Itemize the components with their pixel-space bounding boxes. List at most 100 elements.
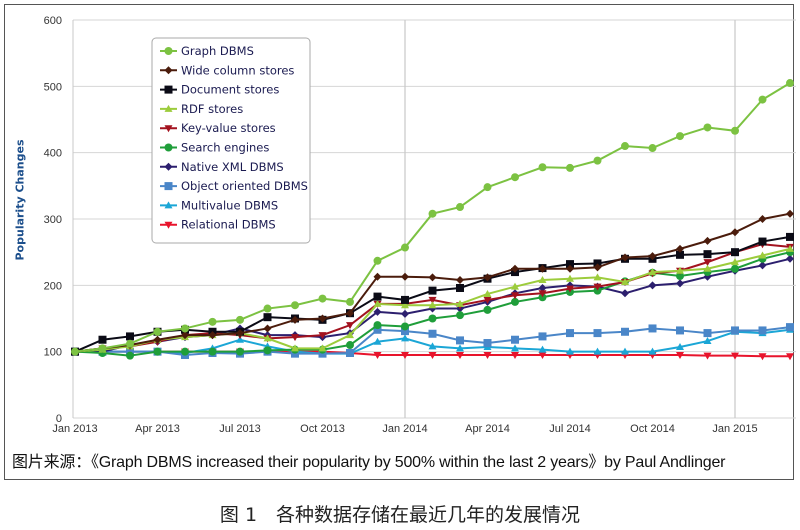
legend-marker-icon xyxy=(164,201,173,209)
series-graph-dbms xyxy=(71,79,794,356)
data-point-multivalue-dbms xyxy=(428,342,437,350)
line-chart: 0 100 200 300 400 500 600 Jan 2013 Apr 2013 Jul 2… xyxy=(44,15,796,435)
data-point-wide-column-stores xyxy=(318,314,327,323)
legend-label: Multivalue DBMS xyxy=(181,198,278,212)
legend-marker-icon xyxy=(164,182,173,191)
data-point-multivalue-dbms xyxy=(703,337,712,345)
data-point-rdf-stores xyxy=(676,266,684,274)
legend-marker-icon xyxy=(164,85,173,94)
data-point-rdf-stores xyxy=(346,331,354,339)
data-point-relational-dbms xyxy=(676,351,684,359)
data-point-document-stores xyxy=(456,283,464,292)
data-point-multivalue-dbms xyxy=(648,347,657,355)
legend-item-native-xml-dbms: Native XML DBMS xyxy=(160,160,284,174)
data-point-native-xml-dbms xyxy=(676,279,684,288)
data-point-graph-dbms xyxy=(291,301,299,310)
data-point-key-value-stores xyxy=(291,334,299,342)
legend-marker-icon xyxy=(164,143,173,152)
data-point-graph-dbms xyxy=(566,163,574,172)
data-point-wide-column-stores xyxy=(758,215,767,223)
data-point-relational-dbms xyxy=(786,353,794,361)
data-point-object-oriented-dbms xyxy=(538,332,547,341)
data-point-search-engines xyxy=(428,314,437,323)
data-point-search-engines xyxy=(401,322,409,331)
data-point-multivalue-dbms xyxy=(511,344,519,352)
data-point-graph-dbms xyxy=(648,144,657,153)
data-point-document-stores xyxy=(731,248,739,257)
data-point-object-oriented-dbms xyxy=(346,348,354,357)
data-point-graph-dbms xyxy=(483,183,492,192)
data-point-key-value-stores xyxy=(566,285,574,293)
legend-label: Wide column stores xyxy=(181,63,294,77)
data-point-native-xml-dbms xyxy=(786,254,794,263)
data-point-key-value-stores xyxy=(511,292,519,300)
x-tick-label: Jul 2013 xyxy=(219,423,261,435)
data-point-wide-column-stores xyxy=(483,273,492,282)
data-point-key-value-stores xyxy=(318,332,327,340)
data-point-key-value-stores xyxy=(483,296,492,304)
data-point-wide-column-stores xyxy=(456,276,464,285)
data-point-rdf-stores xyxy=(786,244,794,252)
legend-box xyxy=(151,37,311,244)
data-point-rdf-stores xyxy=(758,251,767,259)
data-point-graph-dbms xyxy=(428,209,437,218)
legend: Graph DBMS Wide column stores Document sto… xyxy=(151,37,311,244)
data-point-key-value-stores xyxy=(703,259,712,267)
data-point-wide-column-stores xyxy=(731,228,739,237)
data-point-wide-column-stores xyxy=(676,244,684,253)
chart-frame xyxy=(4,4,794,480)
data-point-rdf-stores xyxy=(318,344,327,352)
data-point-search-engines xyxy=(346,341,354,350)
legend-label: Graph DBMS xyxy=(181,44,254,58)
data-point-rdf-stores xyxy=(291,344,299,352)
legend-label: Key-value stores xyxy=(181,121,276,135)
legend-label: Document stores xyxy=(181,83,279,97)
data-point-relational-dbms xyxy=(511,351,519,359)
data-point-multivalue-dbms xyxy=(621,347,629,355)
source-caption: 图片来源：《Graph DBMS increased their popular… xyxy=(12,454,726,471)
legend-label: Search engines xyxy=(181,141,269,155)
data-point-wide-column-stores xyxy=(236,329,244,338)
x-tick-label: Apr 2014 xyxy=(465,423,510,435)
data-point-graph-dbms xyxy=(71,347,79,356)
data-point-object-oriented-dbms xyxy=(621,327,629,336)
data-point-wide-column-stores xyxy=(648,252,657,261)
data-point-rdf-stores xyxy=(401,301,409,309)
data-point-relational-dbms xyxy=(538,351,547,359)
data-point-native-xml-dbms xyxy=(401,309,409,318)
data-point-multivalue-dbms xyxy=(373,337,382,345)
legend-item-key-value-stores: Key-value stores xyxy=(160,121,276,135)
legend-item-object-oriented-dbms: Object oriented DBMS xyxy=(160,179,308,193)
data-point-document-stores xyxy=(263,313,272,322)
data-point-wide-column-stores xyxy=(428,273,437,282)
data-point-search-engines xyxy=(153,347,162,356)
data-point-wide-column-stores xyxy=(511,264,519,273)
data-point-object-oriented-dbms xyxy=(593,329,602,338)
data-point-document-stores xyxy=(758,237,767,246)
data-point-document-stores xyxy=(373,292,382,301)
data-point-object-oriented-dbms xyxy=(373,325,382,334)
data-point-wide-column-stores xyxy=(373,272,382,281)
data-point-wide-column-stores xyxy=(703,236,712,245)
data-point-graph-dbms xyxy=(703,123,712,132)
data-point-graph-dbms xyxy=(373,256,382,265)
data-point-key-value-stores xyxy=(538,290,547,298)
data-point-rdf-stores xyxy=(593,273,602,281)
data-point-wide-column-stores xyxy=(291,315,299,324)
legend-label: Object oriented DBMS xyxy=(181,179,308,193)
data-point-object-oriented-dbms xyxy=(758,326,767,335)
data-point-rdf-stores xyxy=(566,274,574,282)
data-point-rdf-stores xyxy=(621,278,629,286)
y-tick-label: 100 xyxy=(44,347,62,359)
data-point-graph-dbms xyxy=(758,95,767,104)
data-point-search-engines xyxy=(456,311,464,320)
legend-item-rdf-stores: RDF stores xyxy=(160,102,243,116)
legend-item-wide-column-stores: Wide column stores xyxy=(160,63,294,77)
data-point-wide-column-stores xyxy=(621,253,629,262)
legend-item-document-stores: Document stores xyxy=(160,83,279,97)
data-point-multivalue-dbms xyxy=(456,344,464,352)
legend-label: Native XML DBMS xyxy=(181,160,284,174)
legend-item-search-engines: Search engines xyxy=(160,141,269,155)
data-point-rdf-stores xyxy=(483,289,492,297)
y-tick-label: 600 xyxy=(44,15,62,27)
